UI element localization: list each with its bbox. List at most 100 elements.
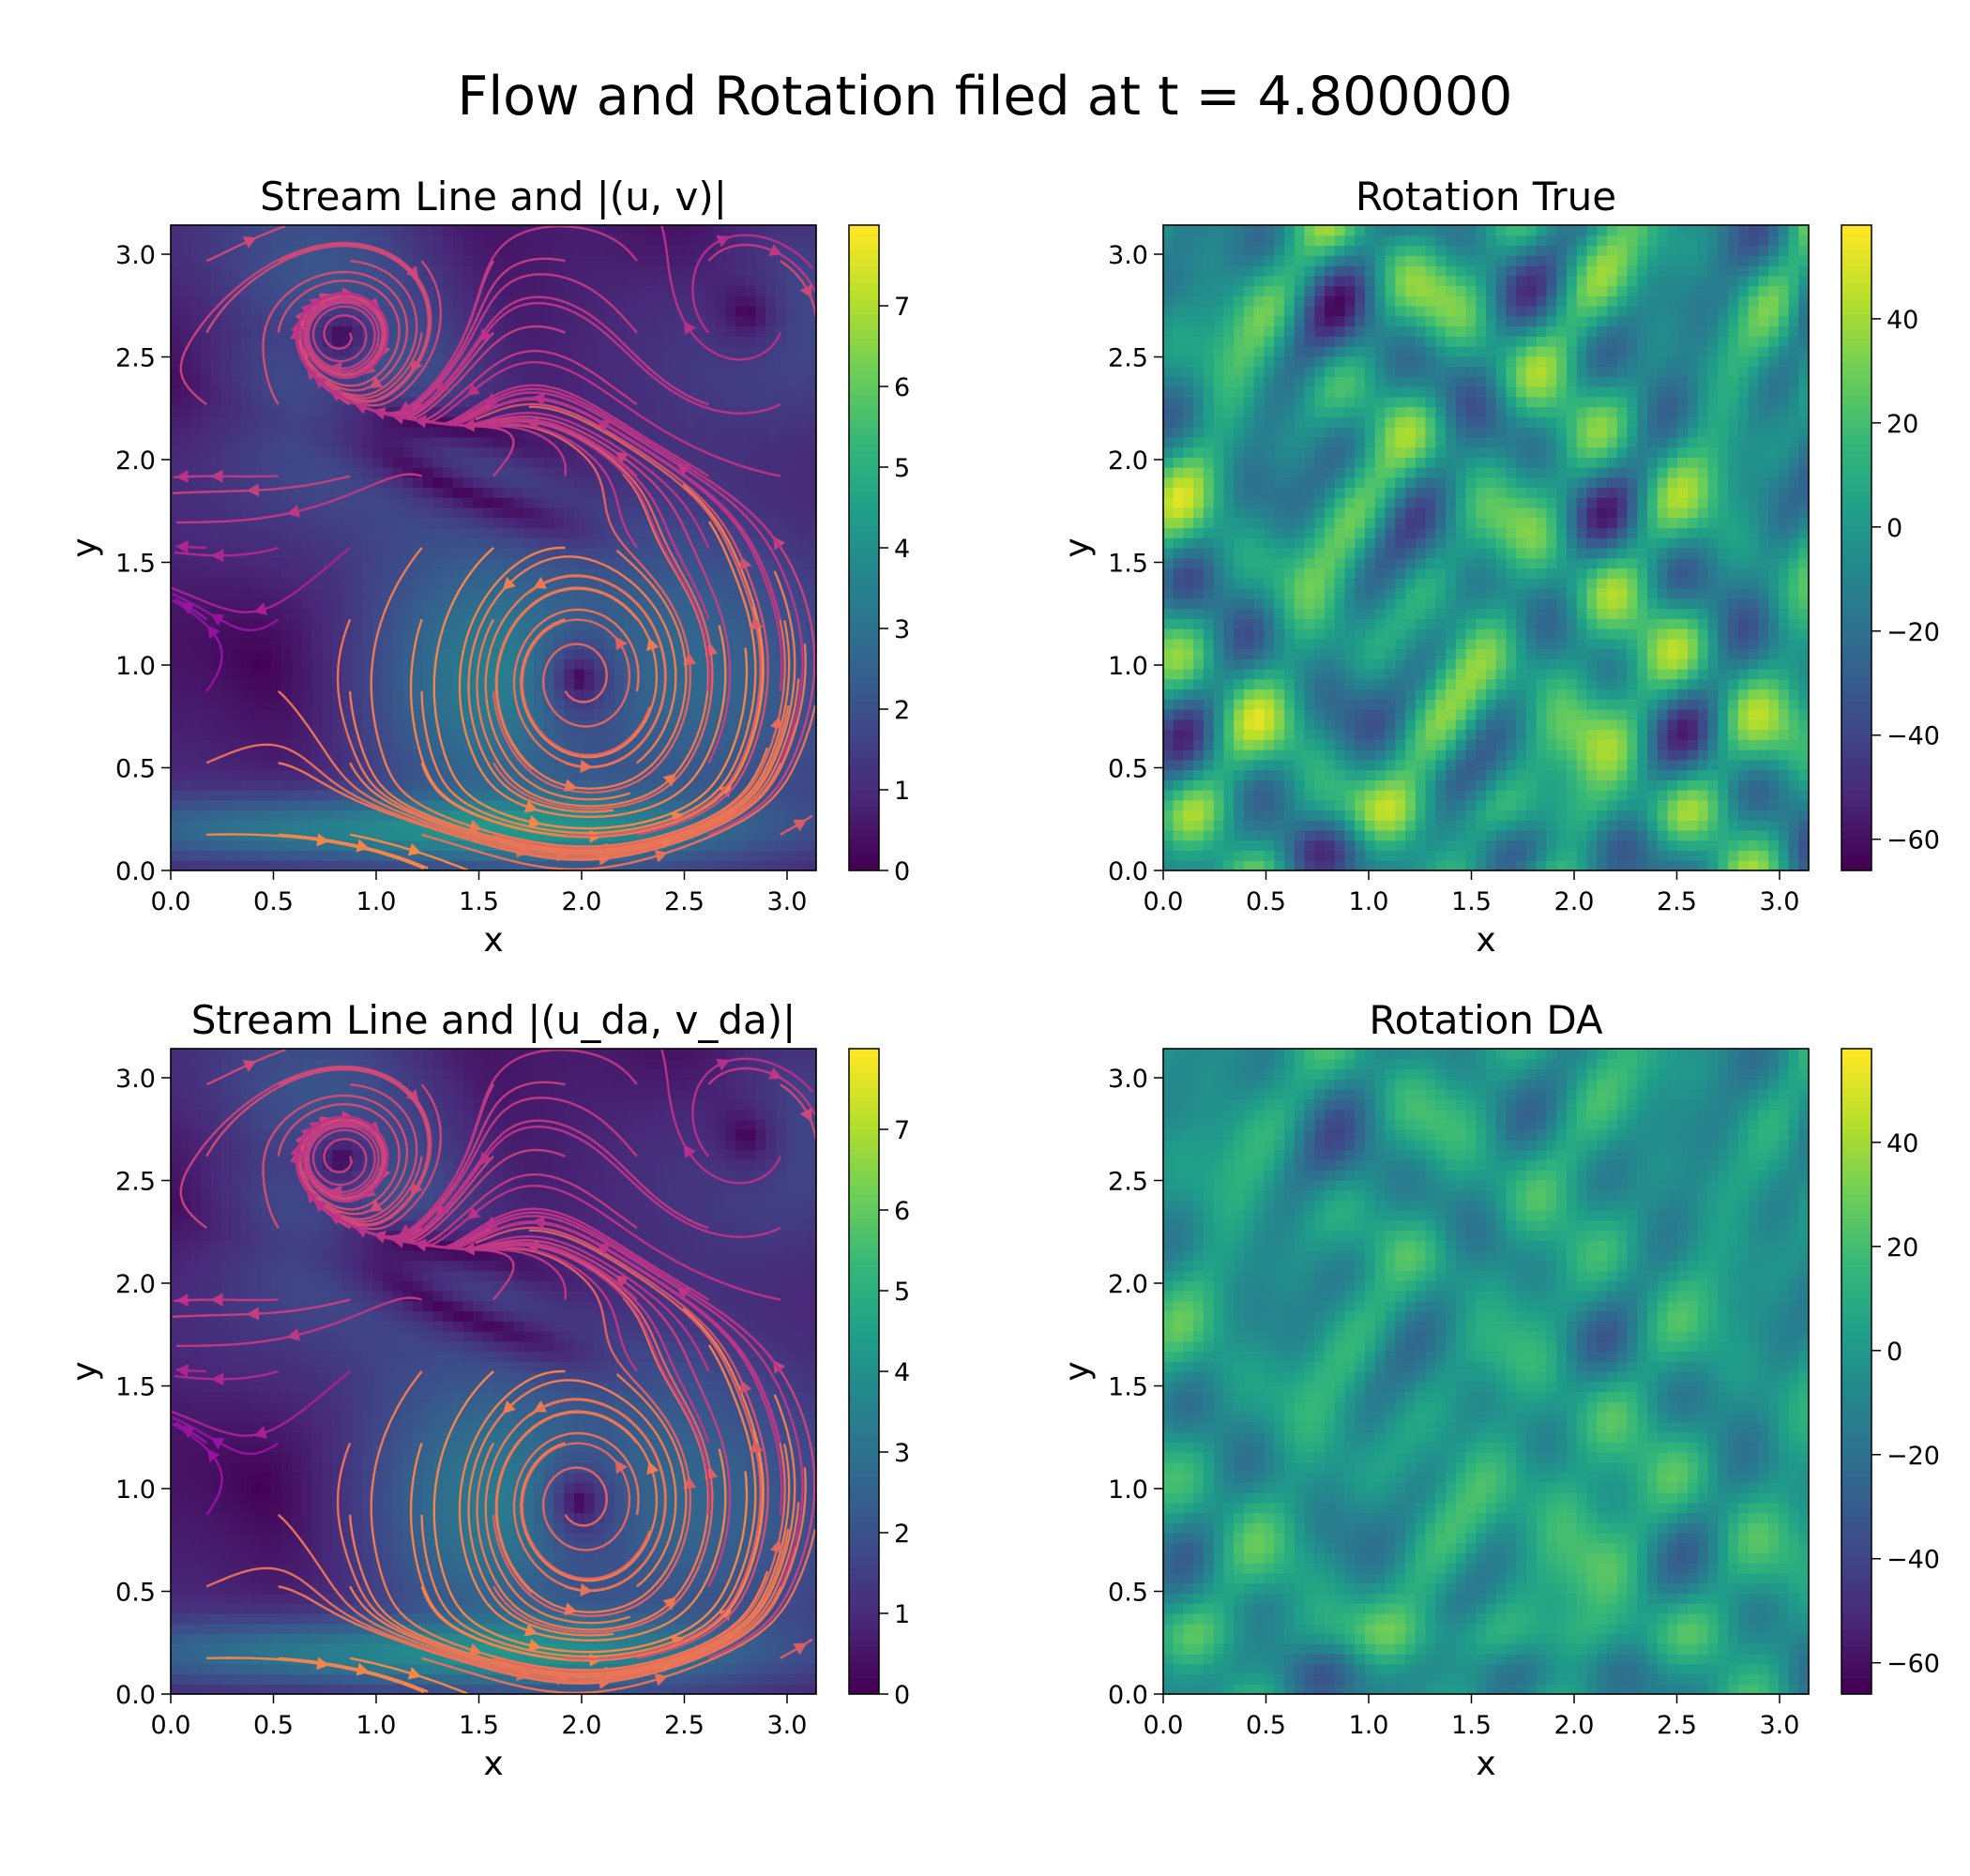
heatmap-cell <box>392 517 403 529</box>
heatmap-cell <box>241 255 252 266</box>
heatmap-cell <box>422 467 434 478</box>
heatmap-cell <box>705 537 717 549</box>
heatmap-cell <box>705 497 717 508</box>
heatmap-cell <box>493 729 505 740</box>
heatmap-cell <box>201 315 212 327</box>
heatmap-cell <box>705 436 717 448</box>
heatmap-cell <box>644 325 656 337</box>
heatmap-cell <box>322 588 333 599</box>
heatmap-cell <box>301 598 313 610</box>
heatmap-cell <box>604 729 615 740</box>
heatmap-cell <box>685 245 696 256</box>
heatmap-cell <box>634 315 645 327</box>
heatmap-cell <box>251 557 263 569</box>
heatmap-cell <box>664 285 676 296</box>
heatmap-cell <box>1234 285 1245 296</box>
heatmap-cell <box>715 356 726 368</box>
heatmap-cell <box>755 860 766 871</box>
heatmap-cell <box>180 669 192 680</box>
heatmap-cell <box>341 537 354 549</box>
heatmap-cell <box>655 790 666 801</box>
heatmap-cell <box>341 709 354 720</box>
heatmap-cell <box>715 285 726 296</box>
heatmap-cell <box>1213 527 1225 538</box>
heatmap-cell <box>473 366 484 377</box>
heatmap-cell <box>776 567 787 579</box>
heatmap-cell <box>644 255 656 266</box>
heatmap-cell <box>685 234 696 247</box>
heatmap-cell <box>311 658 323 670</box>
heatmap-cell <box>705 557 717 569</box>
heatmap-cell <box>311 467 323 478</box>
heatmap-cell <box>765 548 777 559</box>
heatmap-cell <box>1163 306 1174 317</box>
heatmap-cell <box>322 325 333 337</box>
heatmap-cell <box>372 618 384 629</box>
heatmap-cell <box>564 739 575 750</box>
heatmap-cell <box>634 658 645 670</box>
heatmap-cell <box>725 759 736 771</box>
heatmap-cell <box>685 850 696 861</box>
heatmap-cell <box>1213 537 1225 549</box>
heatmap-cell <box>574 790 585 801</box>
heatmap-cell <box>372 809 384 821</box>
heatmap-cell <box>543 467 555 478</box>
heatmap-cell <box>745 688 757 700</box>
heatmap-cell <box>553 749 565 761</box>
heatmap-cell <box>745 548 757 559</box>
heatmap-cell <box>1183 446 1194 458</box>
heatmap-cell <box>332 719 343 731</box>
heatmap-cell <box>755 446 766 458</box>
heatmap-cell <box>776 487 787 498</box>
heatmap-cell <box>322 567 333 579</box>
heatmap-cell <box>755 618 766 629</box>
heatmap-cell <box>311 265 323 277</box>
heatmap-cell <box>553 678 565 690</box>
heatmap-cell <box>543 860 555 871</box>
heatmap-cell <box>523 658 535 670</box>
heatmap-cell <box>1173 255 1185 266</box>
heatmap-cell <box>422 638 434 650</box>
heatmap-cell <box>695 477 706 489</box>
heatmap-cell <box>292 779 303 791</box>
heatmap-cell <box>372 638 384 650</box>
heatmap-cell <box>261 507 273 519</box>
heatmap-cell <box>1173 658 1185 670</box>
heatmap-cell <box>1173 477 1185 489</box>
heatmap-cell <box>322 255 333 266</box>
heatmap-cell <box>190 799 202 811</box>
heatmap-cell <box>190 356 202 368</box>
heatmap-cell <box>382 527 394 538</box>
heatmap-cell <box>453 427 464 438</box>
heatmap-cell <box>806 396 817 408</box>
heatmap-cell <box>362 315 373 327</box>
heatmap-cell <box>1173 436 1185 448</box>
heatmap-cell <box>261 840 273 852</box>
heatmap-cell <box>745 830 757 841</box>
heatmap-cell <box>413 759 424 771</box>
heatmap-cell <box>1213 346 1225 357</box>
heatmap-cell <box>1163 608 1174 619</box>
heatmap-cell <box>201 840 212 852</box>
streamline-arrow <box>286 504 301 518</box>
heatmap-cell <box>776 477 787 489</box>
heatmap-cell <box>1244 618 1255 629</box>
heatmap-cell <box>241 779 252 791</box>
heatmap-cell <box>765 709 777 720</box>
heatmap-cell <box>171 769 182 780</box>
heatmap-cell <box>402 618 414 629</box>
heatmap-cell <box>796 799 807 811</box>
heatmap-cell <box>1244 769 1255 780</box>
heatmap-cell <box>211 517 222 529</box>
heatmap-cell <box>1163 688 1174 700</box>
heatmap-cell <box>301 799 313 811</box>
heatmap-cell <box>1193 306 1205 317</box>
heatmap-cell <box>311 225 323 236</box>
heatmap-cell <box>231 588 242 599</box>
heatmap-cell <box>322 346 333 357</box>
heatmap-cell <box>382 446 394 458</box>
heatmap-cell <box>201 376 212 387</box>
heatmap-cell <box>231 265 242 277</box>
heatmap-cell <box>1253 779 1265 791</box>
heatmap-cell <box>624 699 636 710</box>
